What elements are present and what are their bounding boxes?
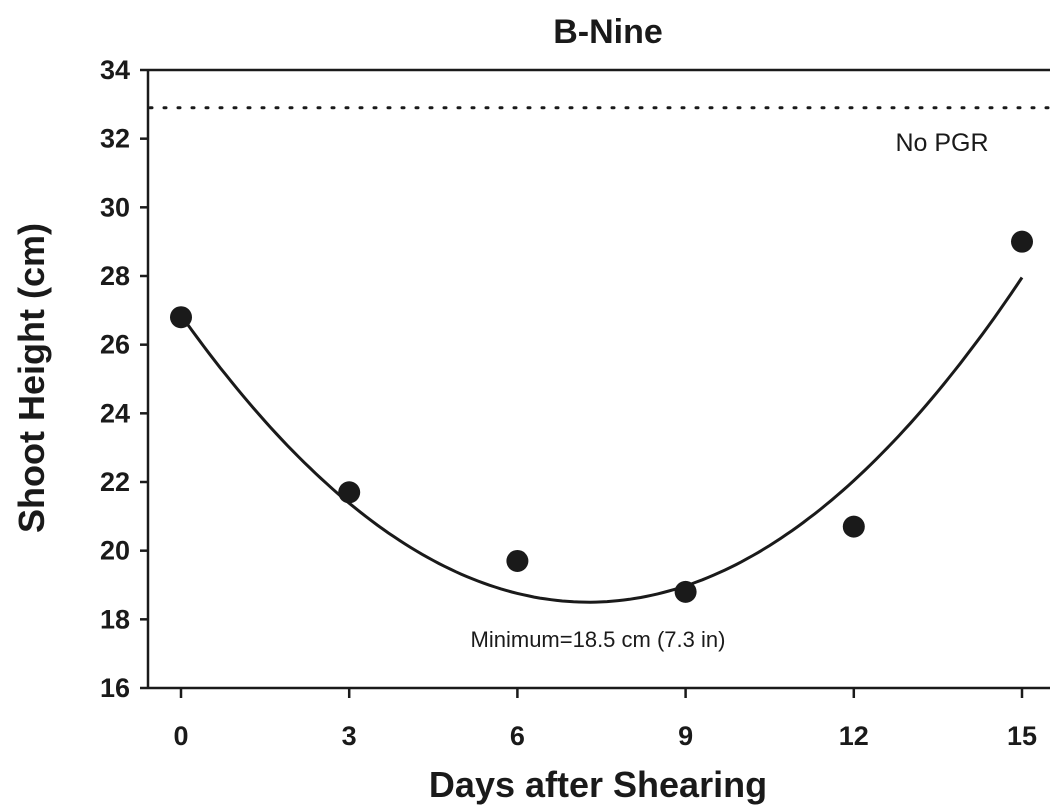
x-tick-label: 15 xyxy=(1007,721,1037,751)
x-ticks: 0 3 6 9 12 15 xyxy=(173,688,1037,751)
data-point xyxy=(1011,231,1033,253)
x-tick-label: 12 xyxy=(839,721,869,751)
x-tick-label: 6 xyxy=(510,721,525,751)
data-point xyxy=(170,306,192,328)
y-tick-label: 20 xyxy=(100,536,130,566)
y-tick-label: 18 xyxy=(100,604,130,634)
y-tick-label: 26 xyxy=(100,330,130,360)
x-tick-label: 9 xyxy=(678,721,693,751)
y-ticks: 16 18 20 22 24 26 28 30 32 34 xyxy=(100,55,148,703)
y-tick-label: 24 xyxy=(100,398,130,428)
x-tick-label: 3 xyxy=(342,721,357,751)
data-point xyxy=(506,550,528,572)
data-point xyxy=(338,481,360,503)
y-axis-title: Shoot Height (cm) xyxy=(11,223,52,533)
data-point xyxy=(843,516,865,538)
chart-title: B-Nine xyxy=(553,13,663,51)
data-points xyxy=(170,231,1033,603)
y-tick-label: 32 xyxy=(100,124,130,154)
data-point xyxy=(675,581,697,603)
plot-area xyxy=(148,70,1050,688)
fit-curve xyxy=(181,278,1022,603)
x-tick-label: 0 xyxy=(173,721,188,751)
x-axis-title: Days after Shearing xyxy=(429,764,767,805)
y-tick-label: 22 xyxy=(100,467,130,497)
y-tick-label: 16 xyxy=(100,673,130,703)
y-tick-label: 28 xyxy=(100,261,130,291)
no-pgr-label: No PGR xyxy=(895,129,988,157)
minimum-annotation: Minimum=18.5 cm (7.3 in) xyxy=(471,627,726,652)
y-tick-label: 34 xyxy=(100,55,130,85)
y-tick-label: 30 xyxy=(100,192,130,222)
